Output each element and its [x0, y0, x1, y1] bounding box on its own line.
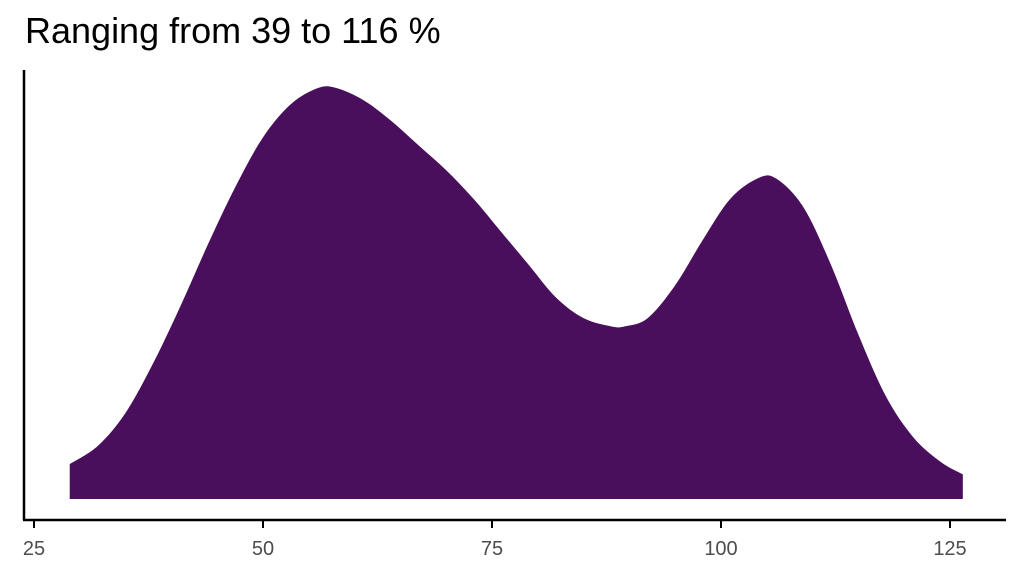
x-tick-label: 50: [252, 538, 274, 560]
x-tick-label: 100: [704, 538, 737, 560]
x-tick-label: 25: [23, 538, 45, 560]
density-area: [69, 86, 963, 499]
chart-title: Ranging from 39 to 116 %: [25, 10, 441, 51]
plot-area: [69, 86, 963, 499]
x-tick-label: 125: [933, 538, 966, 560]
x-axis-ticks: 25 50 75 100 125: [23, 520, 967, 560]
x-tick-label: 75: [481, 538, 503, 560]
